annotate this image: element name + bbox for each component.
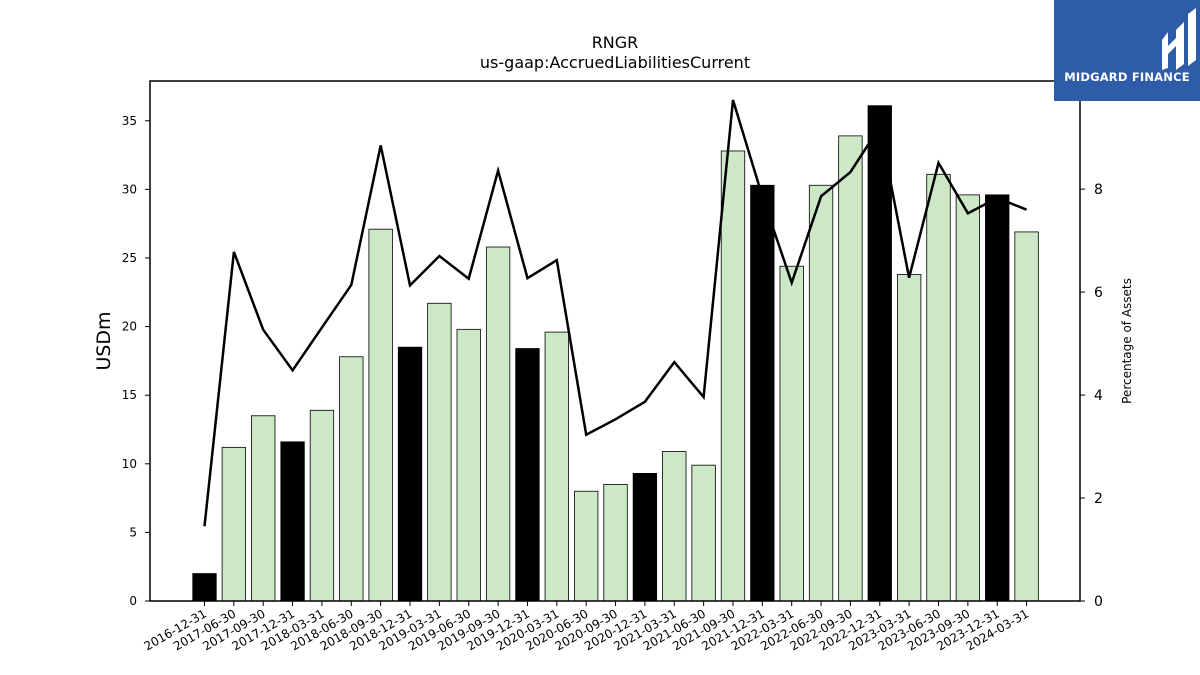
bar-2023-12-31 [985, 194, 1010, 602]
y-tick-label: 20 [122, 320, 137, 334]
bar-group [192, 105, 1039, 602]
y-tick-label: 10 [122, 457, 137, 471]
y2-tick-label: 6 [1094, 285, 1103, 301]
bar-2021-03-31 [662, 451, 687, 602]
bar-2019-09-30 [485, 246, 511, 602]
bar-2018-09-30 [368, 228, 393, 602]
bar-2023-03-31 [896, 274, 922, 602]
y2-tick-label: 4 [1094, 388, 1103, 404]
logo: MIDGARD FINANCE [1054, 0, 1200, 101]
bar-2016-12-31 [192, 573, 217, 602]
bar-2019-12-31 [515, 348, 540, 602]
bar-2022-12-31 [867, 105, 892, 602]
bar-2017-09-30 [251, 415, 276, 602]
y2-tick-label: 8 [1094, 182, 1103, 198]
y-tick-label: 0 [129, 594, 137, 608]
bar-2020-12-31 [632, 473, 658, 602]
logo-text: MIDGARD FINANCE [1064, 70, 1190, 84]
bar-2023-09-30 [955, 194, 981, 602]
y-tick-label: 30 [122, 182, 137, 196]
y-tick-label: 15 [122, 388, 137, 402]
bar-2022-09-30 [838, 135, 863, 602]
y-axis-left: 0 5 10 15 20 25 30 35 [122, 114, 150, 608]
bar-2021-09-30 [720, 150, 746, 602]
x-axis: 2016-12-312017-06-302017-09-302017-12-31… [142, 601, 1031, 653]
bar-2022-06-30 [808, 184, 834, 602]
chart-subtitle: us-gaap:AccruedLiabilitiesCurrent [480, 53, 750, 72]
bar-2018-12-31 [397, 346, 423, 602]
chart-title: RNGR [592, 33, 639, 52]
logo-icon [1162, 8, 1196, 70]
y2-tick-label: 0 [1094, 594, 1103, 610]
y-tick-label: 35 [122, 114, 137, 128]
bar-2019-03-31 [427, 302, 452, 602]
bar-2024-03-31 [1014, 231, 1039, 602]
bar-2020-06-30 [574, 490, 599, 602]
bar-2022-03-31 [779, 265, 804, 602]
bar-2021-12-31 [750, 184, 775, 602]
y2-axis-label: Percentage of Assets [1120, 278, 1134, 404]
bar-2020-03-31 [544, 331, 569, 602]
y-axis-right: 0 2 4 6 8 [1080, 182, 1103, 610]
bar-2018-06-30 [339, 356, 364, 602]
bar-2019-06-30 [456, 328, 481, 602]
bar-2020-09-30 [603, 483, 628, 602]
y-tick-label: 5 [129, 525, 137, 539]
bar-2017-12-31 [280, 441, 305, 602]
bar-2021-06-30 [691, 464, 716, 602]
y-axis-label: USDm [93, 311, 115, 370]
series-line [203, 99, 1028, 527]
plot-frame [149, 80, 1081, 602]
bar-2017-06-30 [221, 446, 247, 602]
bar-2023-06-30 [926, 173, 951, 602]
bar-2018-03-31 [309, 409, 335, 602]
y-tick-label: 25 [122, 251, 137, 265]
y2-tick-label: 2 [1094, 491, 1103, 507]
